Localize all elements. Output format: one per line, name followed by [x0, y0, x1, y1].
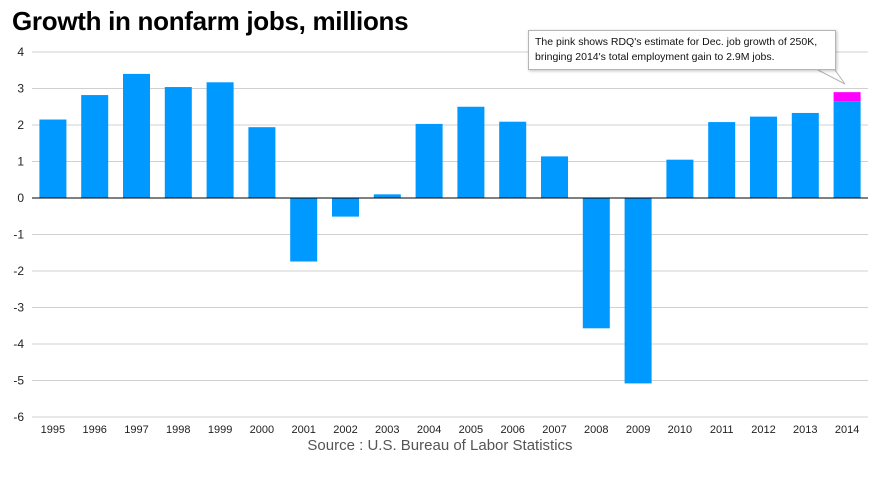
x-tick-label: 1999 [208, 424, 232, 436]
x-tick-label: 1996 [82, 424, 106, 436]
x-tick-label: 2011 [710, 424, 734, 436]
chart-title: Growth in nonfarm jobs, millions [12, 6, 409, 36]
y-tick-label: 1 [17, 155, 24, 169]
bar-1999 [206, 82, 234, 198]
x-tick-label: 2002 [333, 424, 357, 436]
callout-pointer [817, 69, 846, 85]
y-tick-label: 2 [17, 118, 24, 132]
y-tick-label: -4 [13, 337, 24, 351]
x-tick-label: 2014 [835, 424, 859, 436]
x-tick-label: 2008 [584, 424, 608, 436]
y-axis-ticks: 4 3 2 1 0 -1 -2 -3 -4 -5 -6 [13, 45, 24, 424]
bar-1998 [164, 87, 192, 198]
bar-2005 [457, 106, 485, 198]
x-tick-label: 2007 [542, 424, 566, 436]
x-tick-label: 1997 [124, 424, 148, 436]
x-tick-label: 2010 [668, 424, 692, 436]
x-tick-label: 1995 [41, 424, 65, 436]
x-tick-label: 2003 [375, 424, 399, 436]
y-tick-label: 3 [17, 82, 24, 96]
bar-2012 [750, 116, 777, 198]
y-tick-label: -6 [13, 410, 24, 424]
bar-2004 [415, 123, 443, 198]
bar-2000 [248, 127, 276, 198]
bar-2003 [373, 194, 401, 198]
gridlines [32, 51, 868, 418]
bar-2006 [499, 121, 527, 198]
x-tick-label: 2012 [751, 424, 775, 436]
bar-2014 [833, 101, 861, 198]
bar-2002 [332, 198, 359, 217]
x-tick-label: 2001 [291, 424, 315, 436]
y-tick-label: 0 [17, 191, 24, 205]
x-tick-label: 2004 [417, 424, 441, 436]
bar-2007 [541, 156, 568, 198]
source-note: Source : U.S. Bureau of Labor Statistics [307, 437, 573, 454]
x-tick-label: 2000 [250, 424, 274, 436]
y-tick-label: -3 [13, 301, 24, 315]
x-tick-label: 2009 [626, 424, 650, 436]
bar-2001 [290, 198, 318, 262]
y-tick-label: 4 [17, 45, 24, 59]
x-tick-label: 2006 [500, 424, 524, 436]
x-tick-label: 1998 [166, 424, 190, 436]
y-tick-label: -1 [13, 228, 24, 242]
bar-2011 [708, 122, 736, 198]
bar-2009 [624, 198, 652, 384]
bar-2008 [582, 198, 610, 329]
y-tick-label: -2 [13, 264, 24, 278]
bar-estimate-2014 [833, 92, 861, 102]
bars [39, 73, 861, 384]
bar-2013 [791, 112, 819, 198]
x-axis-ticks: 1995 1996 1997 1998 1999 2000 2001 2002 2003 2004… [41, 424, 860, 436]
bar-1996 [81, 95, 109, 198]
bar-1995 [39, 119, 67, 198]
annotation-callout: The pink shows RDQ's estimate for Dec. j… [528, 30, 836, 70]
y-tick-label: -5 [13, 374, 24, 388]
x-tick-label: 2013 [793, 424, 817, 436]
bar-1997 [123, 73, 150, 198]
x-tick-label: 2005 [459, 424, 483, 436]
bar-2010 [666, 159, 694, 198]
